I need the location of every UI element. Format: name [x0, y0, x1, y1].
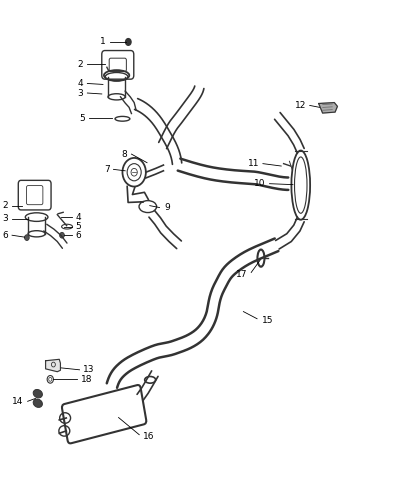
- Text: 2: 2: [2, 201, 8, 210]
- Text: 2: 2: [78, 60, 83, 69]
- Text: 16: 16: [143, 432, 154, 441]
- Text: 3: 3: [2, 214, 8, 223]
- Circle shape: [24, 235, 29, 240]
- Text: 5: 5: [79, 114, 85, 123]
- Text: 14: 14: [12, 397, 24, 406]
- Text: 12: 12: [294, 101, 306, 110]
- Text: 4: 4: [78, 79, 83, 88]
- Text: 8: 8: [122, 150, 128, 158]
- Text: 6: 6: [75, 231, 81, 240]
- Text: 15: 15: [262, 316, 273, 324]
- Text: 1: 1: [100, 37, 106, 47]
- Text: 17: 17: [236, 270, 247, 279]
- Text: 4: 4: [75, 213, 81, 222]
- Text: 10: 10: [254, 179, 266, 188]
- Polygon shape: [319, 103, 337, 113]
- Text: 13: 13: [83, 365, 95, 374]
- Ellipse shape: [33, 399, 42, 408]
- Text: 6: 6: [2, 231, 8, 240]
- Text: 11: 11: [248, 159, 259, 168]
- Text: 18: 18: [81, 375, 92, 384]
- Ellipse shape: [33, 389, 42, 398]
- Text: 3: 3: [78, 88, 83, 97]
- Text: 7: 7: [104, 165, 109, 174]
- Text: 5: 5: [75, 222, 81, 231]
- Text: 9: 9: [164, 203, 170, 212]
- Polygon shape: [45, 360, 60, 372]
- Circle shape: [126, 38, 131, 45]
- Circle shape: [60, 232, 64, 238]
